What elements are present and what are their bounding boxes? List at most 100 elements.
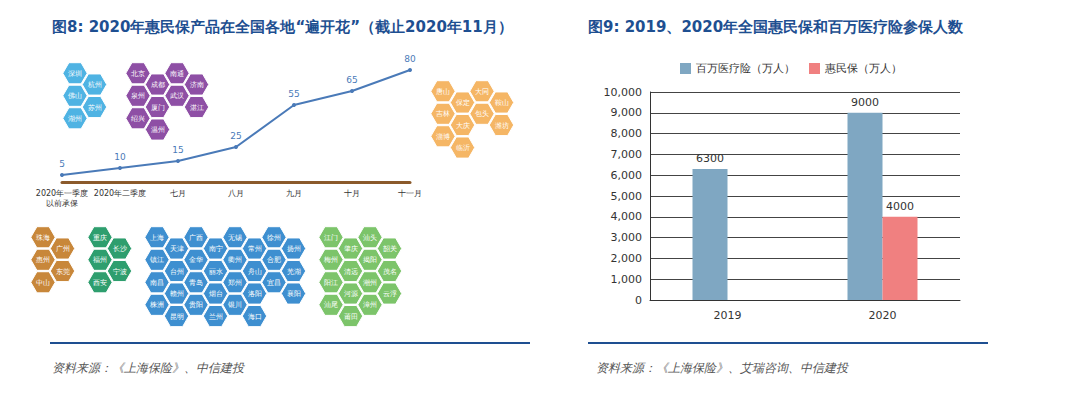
svg-text:保定: 保定 [456, 99, 470, 107]
svg-text:绍兴: 绍兴 [131, 115, 145, 123]
svg-text:莆田: 莆田 [344, 313, 358, 321]
svg-text:汕头: 汕头 [363, 234, 377, 242]
svg-text:贵阳: 贵阳 [189, 301, 203, 309]
svg-text:福州: 福州 [93, 256, 107, 264]
svg-text:衢州: 衢州 [228, 256, 242, 264]
svg-text:吉林: 吉林 [436, 110, 450, 118]
svg-text:郑州: 郑州 [228, 279, 242, 287]
svg-text:舟山: 舟山 [248, 268, 262, 276]
svg-text:10,000: 10,000 [604, 86, 643, 99]
svg-text:4000: 4000 [886, 200, 914, 213]
svg-text:百万医疗险（万人）: 百万医疗险（万人） [696, 62, 795, 75]
svg-text:茂名: 茂名 [383, 268, 397, 276]
svg-text:包头: 包头 [475, 110, 489, 118]
svg-text:上海: 上海 [150, 234, 164, 242]
svg-text:惠州: 惠州 [35, 256, 50, 264]
svg-text:大同: 大同 [475, 88, 489, 96]
svg-text:韶关: 韶关 [383, 245, 397, 253]
svg-text:湖州: 湖州 [68, 115, 82, 123]
svg-text:2,000: 2,000 [611, 252, 643, 265]
svg-text:七月: 七月 [170, 189, 186, 198]
svg-text:3,000: 3,000 [611, 231, 643, 244]
svg-text:汕尾: 汕尾 [324, 301, 338, 309]
svg-text:8,000: 8,000 [611, 127, 643, 140]
svg-text:2020: 2020 [869, 309, 897, 322]
svg-text:肇庆: 肇庆 [344, 245, 358, 253]
svg-text:重庆: 重庆 [93, 234, 107, 242]
svg-text:25: 25 [230, 131, 241, 141]
svg-text:温州: 温州 [151, 126, 165, 134]
svg-text:鞍山: 鞍山 [495, 99, 509, 107]
svg-text:潍坊: 潍坊 [495, 122, 509, 130]
svg-text:揭阳: 揭阳 [363, 256, 377, 264]
svg-text:宜昌: 宜昌 [267, 279, 281, 287]
svg-text:6300: 6300 [696, 152, 724, 165]
svg-text:厦门: 厦门 [151, 104, 165, 112]
svg-text:南昌: 南昌 [150, 279, 164, 287]
svg-text:扬州: 扬州 [287, 245, 301, 253]
svg-text:广西: 广西 [189, 234, 203, 242]
svg-text:以前承保: 以前承保 [46, 199, 78, 208]
svg-text:镇江: 镇江 [149, 256, 164, 264]
svg-text:赣州: 赣州 [170, 290, 184, 298]
svg-text:杭州: 杭州 [87, 81, 102, 89]
svg-text:台州: 台州 [170, 268, 184, 276]
svg-text:襄阳: 襄阳 [287, 290, 301, 298]
svg-text:常州: 常州 [248, 245, 262, 253]
svg-text:宁波: 宁波 [113, 268, 127, 276]
svg-text:惠民保（万人）: 惠民保（万人） [824, 62, 902, 75]
svg-text:1,000: 1,000 [611, 273, 643, 286]
svg-text:65: 65 [346, 75, 357, 85]
svg-text:15: 15 [172, 145, 183, 155]
svg-text:2019: 2019 [714, 309, 742, 322]
svg-text:佛山: 佛山 [68, 92, 82, 100]
svg-text:淄博: 淄博 [436, 133, 450, 141]
svg-text:十月: 十月 [344, 189, 360, 198]
svg-text:兰州: 兰州 [209, 313, 223, 321]
svg-text:漳州: 漳州 [363, 301, 377, 309]
svg-text:无锡: 无锡 [228, 234, 242, 242]
svg-text:银川: 银川 [227, 301, 242, 309]
svg-text:成都: 成都 [151, 81, 165, 89]
svg-text:2020年一季度: 2020年一季度 [36, 189, 88, 198]
svg-text:合肥: 合肥 [267, 256, 281, 264]
svg-text:南宁: 南宁 [209, 245, 223, 253]
svg-text:丽水: 丽水 [209, 268, 223, 276]
svg-text:济南: 济南 [190, 81, 204, 89]
svg-text:株洲: 株洲 [149, 301, 164, 309]
svg-text:4,000: 4,000 [611, 210, 643, 223]
svg-text:九月: 九月 [286, 189, 302, 198]
svg-text:9,000: 9,000 [611, 106, 643, 119]
svg-text:江门: 江门 [324, 234, 338, 242]
svg-text:湛江: 湛江 [190, 104, 204, 112]
svg-text:北京: 北京 [131, 70, 145, 78]
svg-text:昆明: 昆明 [170, 313, 184, 321]
svg-text:潮州: 潮州 [363, 279, 377, 287]
svg-text:河源: 河源 [344, 290, 358, 298]
svg-text:芜湖: 芜湖 [287, 268, 301, 276]
svg-text:大庆: 大庆 [456, 122, 470, 130]
svg-text:中山: 中山 [36, 279, 50, 287]
svg-text:西安: 西安 [93, 279, 107, 287]
svg-text:长沙: 长沙 [113, 245, 127, 253]
svg-text:10: 10 [114, 152, 126, 162]
svg-text:80: 80 [404, 54, 416, 64]
svg-text:烟台: 烟台 [209, 290, 223, 298]
svg-text:5,000: 5,000 [611, 190, 643, 203]
svg-text:十一月: 十一月 [398, 189, 422, 198]
svg-text:梅州: 梅州 [323, 256, 338, 264]
svg-text:海口: 海口 [248, 313, 262, 321]
svg-text:洛阳: 洛阳 [248, 290, 262, 298]
svg-text:珠海: 珠海 [36, 234, 50, 242]
svg-text:南通: 南通 [170, 70, 184, 78]
svg-text:泉州: 泉州 [131, 92, 145, 100]
svg-text:徐州: 徐州 [267, 234, 281, 242]
svg-text:八月: 八月 [228, 189, 244, 198]
svg-text:55: 55 [288, 89, 299, 99]
svg-text:广州: 广州 [56, 245, 70, 253]
svg-text:6,000: 6,000 [611, 169, 643, 182]
svg-text:深圳: 深圳 [68, 70, 82, 78]
svg-text:苏州: 苏州 [88, 104, 102, 112]
svg-text:唐山: 唐山 [436, 88, 450, 96]
svg-text:9000: 9000 [851, 96, 879, 109]
